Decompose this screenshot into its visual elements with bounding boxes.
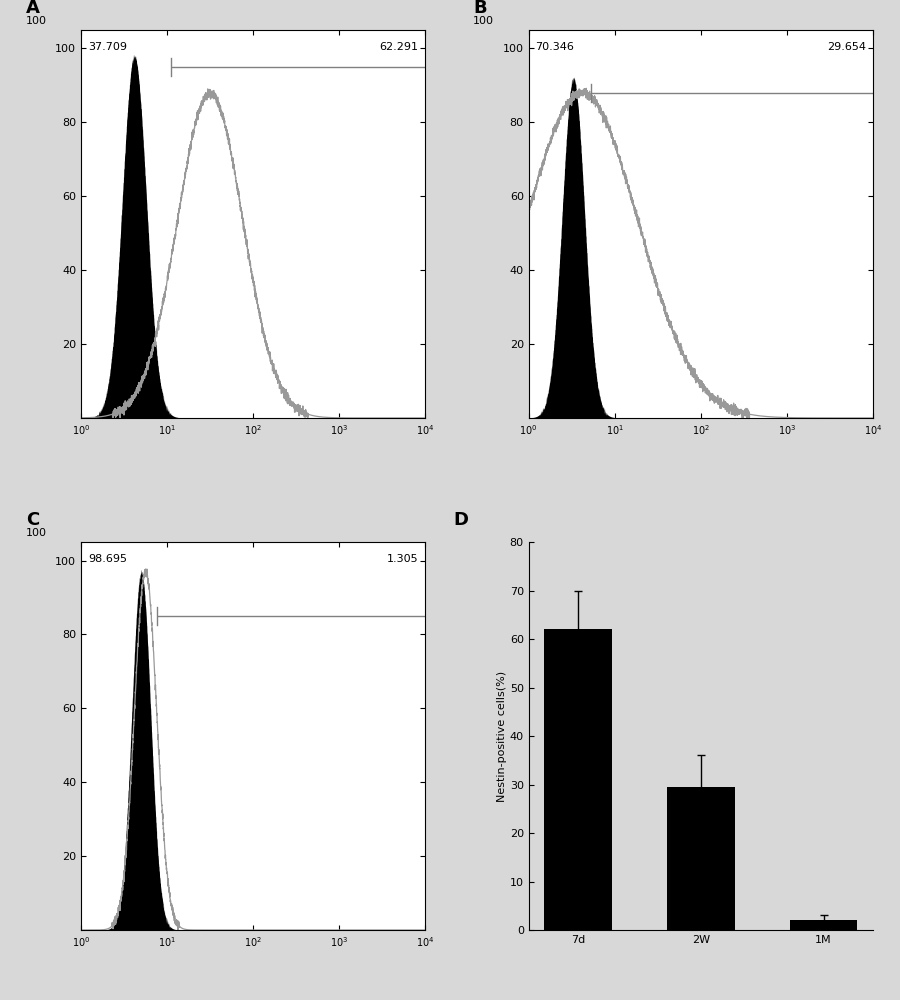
Text: C: C <box>26 511 40 529</box>
Text: A: A <box>26 0 40 17</box>
Text: 1.305: 1.305 <box>387 554 418 564</box>
Bar <box>790 920 858 930</box>
Text: 37.709: 37.709 <box>88 42 127 52</box>
Bar <box>667 787 734 930</box>
Y-axis label: Nestin-positive cells(%): Nestin-positive cells(%) <box>497 670 507 802</box>
Text: 98.695: 98.695 <box>88 554 127 564</box>
Text: 100: 100 <box>473 16 494 26</box>
Bar <box>544 629 612 930</box>
Text: 100: 100 <box>25 16 47 26</box>
Text: 70.346: 70.346 <box>536 42 574 52</box>
Text: 100: 100 <box>25 528 47 538</box>
Text: B: B <box>473 0 487 17</box>
Text: 29.654: 29.654 <box>827 42 866 52</box>
Text: D: D <box>453 511 468 529</box>
Text: 62.291: 62.291 <box>380 42 419 52</box>
